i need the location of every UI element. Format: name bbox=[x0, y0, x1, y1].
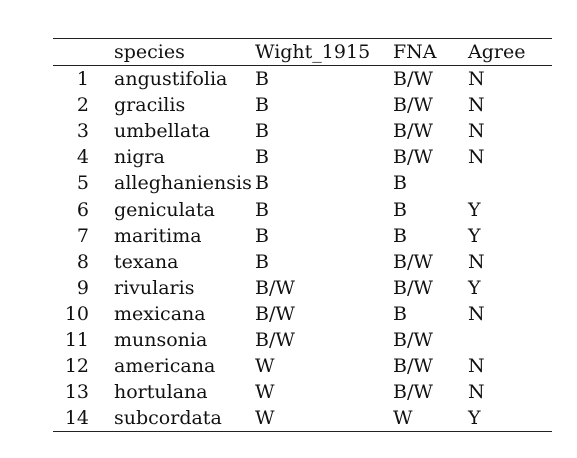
agree-cell: Y bbox=[468, 407, 481, 430]
row-index-cell: 3 bbox=[76, 120, 89, 143]
wight-1915-cell: B bbox=[255, 198, 269, 221]
fna-cell: B/W bbox=[393, 328, 433, 351]
row-index-cell: 7 bbox=[76, 224, 89, 247]
fna-cell: W bbox=[393, 407, 413, 430]
fna-cell: B bbox=[393, 302, 407, 325]
species-cell: maritima bbox=[114, 224, 202, 247]
agree-cell: N bbox=[468, 250, 485, 273]
species-comparison-table: species Wight_1915 FNA Agree 1 angustifol… bbox=[53, 38, 552, 432]
wight-1915-cell: B/W bbox=[255, 276, 295, 299]
table-row: 5 alleghaniensis B B bbox=[53, 170, 552, 196]
species-cell: subcordata bbox=[114, 407, 222, 430]
agree-cell: Y bbox=[468, 224, 481, 247]
fna-cell: B/W bbox=[393, 355, 433, 378]
header-species: species bbox=[114, 41, 185, 63]
agree-cell: N bbox=[468, 68, 485, 91]
species-cell: geniculata bbox=[114, 198, 215, 221]
table-header: species Wight_1915 FNA Agree bbox=[53, 38, 552, 66]
fna-cell: B bbox=[393, 224, 407, 247]
species-table-container: species Wight_1915 FNA Agree 1 angustifol… bbox=[53, 38, 552, 432]
table-row: 7 maritima B B Y bbox=[53, 223, 552, 249]
fna-cell: B bbox=[393, 198, 407, 221]
wight-1915-cell: B bbox=[255, 250, 269, 273]
header-wight-1915: Wight_1915 bbox=[255, 41, 371, 63]
species-cell: americana bbox=[114, 355, 216, 378]
fna-cell: B/W bbox=[393, 250, 433, 273]
table-row: 13 hortulana W B/W N bbox=[53, 379, 552, 405]
agree-cell: N bbox=[468, 355, 485, 378]
species-cell: umbellata bbox=[114, 120, 211, 143]
species-cell: alleghaniensis bbox=[114, 172, 252, 195]
species-cell: munsonia bbox=[114, 328, 208, 351]
table-row: 8 texana B B/W N bbox=[53, 249, 552, 275]
header-row: species Wight_1915 FNA Agree bbox=[53, 38, 552, 66]
fna-cell: B/W bbox=[393, 120, 433, 143]
row-index-cell: 12 bbox=[64, 355, 89, 378]
row-index-cell: 1 bbox=[76, 68, 89, 91]
fna-cell: B/W bbox=[393, 146, 433, 169]
row-index-cell: 4 bbox=[76, 146, 89, 169]
fna-cell: B/W bbox=[393, 68, 433, 91]
table-row: 4 nigra B B/W N bbox=[53, 144, 552, 170]
wight-1915-cell: B bbox=[255, 172, 269, 195]
fna-cell: B/W bbox=[393, 94, 433, 117]
row-index-cell: 5 bbox=[76, 172, 89, 195]
table-row: 10 mexicana B/W B N bbox=[53, 301, 552, 327]
header-fna: FNA bbox=[393, 41, 437, 63]
wight-1915-cell: W bbox=[255, 381, 275, 404]
fna-cell: B/W bbox=[393, 381, 433, 404]
agree-cell bbox=[468, 170, 552, 196]
agree-cell bbox=[468, 327, 552, 353]
wight-1915-cell: B bbox=[255, 146, 269, 169]
species-cell: rivularis bbox=[114, 276, 195, 299]
header-index bbox=[53, 39, 97, 66]
table-row: 11 munsonia B/W B/W bbox=[53, 327, 552, 353]
table-row: 6 geniculata B B Y bbox=[53, 196, 552, 222]
wight-1915-cell: B bbox=[255, 224, 269, 247]
row-index-cell: 6 bbox=[76, 198, 89, 221]
row-index-cell: 13 bbox=[64, 381, 89, 404]
table-row: 3 umbellata B B/W N bbox=[53, 118, 552, 144]
species-cell: texana bbox=[114, 250, 179, 273]
table-row: 9 rivularis B/W B/W Y bbox=[53, 275, 552, 301]
wight-1915-cell: B bbox=[255, 120, 269, 143]
agree-cell: N bbox=[468, 381, 485, 404]
species-cell: hortulana bbox=[114, 381, 208, 404]
wight-1915-cell: B/W bbox=[255, 302, 295, 325]
wight-1915-cell: B/W bbox=[255, 328, 295, 351]
wight-1915-cell: B bbox=[255, 94, 269, 117]
wight-1915-cell: B bbox=[255, 68, 269, 91]
row-index-cell: 2 bbox=[76, 94, 89, 117]
row-index-cell: 11 bbox=[64, 328, 89, 351]
wight-1915-cell: W bbox=[255, 355, 275, 378]
agree-cell: N bbox=[468, 94, 485, 117]
agree-cell: Y bbox=[468, 276, 481, 299]
row-index-cell: 8 bbox=[76, 250, 89, 273]
row-index-cell: 9 bbox=[76, 276, 89, 299]
row-index-cell: 10 bbox=[64, 302, 89, 325]
table-row: 1 angustifolia B B/W N bbox=[53, 66, 552, 93]
agree-cell: N bbox=[468, 120, 485, 143]
row-index-cell: 14 bbox=[64, 407, 89, 430]
header-agree: Agree bbox=[468, 41, 526, 63]
table-body: 1 angustifolia B B/W N 2 gracilis B B/W N 3 umbella… bbox=[53, 66, 552, 432]
species-cell: angustifolia bbox=[114, 68, 228, 91]
table-row: 14 subcordata W W Y bbox=[53, 405, 552, 432]
species-cell: mexicana bbox=[114, 302, 206, 325]
species-cell: nigra bbox=[114, 146, 165, 169]
species-cell: gracilis bbox=[114, 94, 186, 117]
agree-cell: N bbox=[468, 302, 485, 325]
table-row: 2 gracilis B B/W N bbox=[53, 92, 552, 118]
fna-cell: B bbox=[393, 172, 407, 195]
agree-cell: Y bbox=[468, 198, 481, 221]
agree-cell: N bbox=[468, 146, 485, 169]
table-row: 12 americana W B/W N bbox=[53, 353, 552, 379]
fna-cell: B/W bbox=[393, 276, 433, 299]
wight-1915-cell: W bbox=[255, 407, 275, 430]
